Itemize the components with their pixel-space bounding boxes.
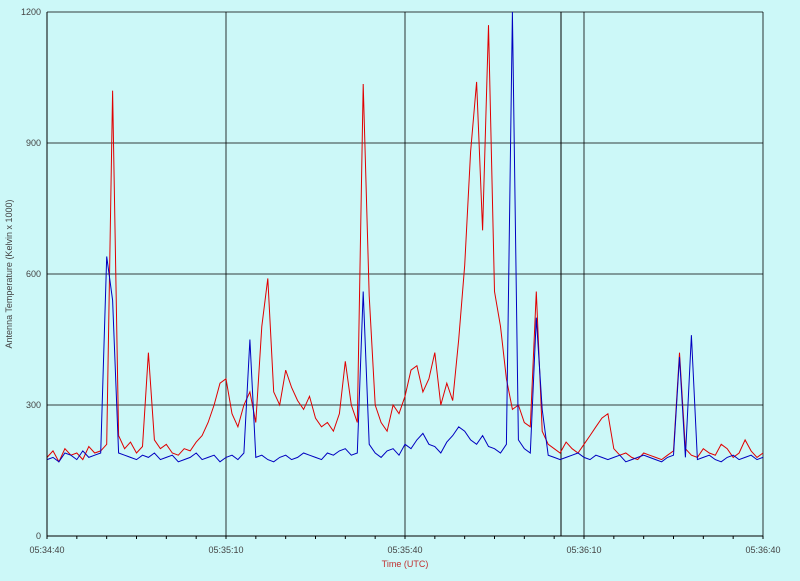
x-tick-label: 05:34:40 bbox=[29, 545, 64, 555]
x-tick-label: 05:35:40 bbox=[387, 545, 422, 555]
x-axis-label: Time (UTC) bbox=[382, 559, 429, 569]
y-tick-label: 600 bbox=[26, 269, 41, 279]
series-line bbox=[46, 25, 764, 463]
y-axis-label: Antenna Temperature (Kelvin x 1000) bbox=[4, 200, 14, 349]
x-tick-label: 05:35:10 bbox=[208, 545, 243, 555]
x-tick-label: 05:36:10 bbox=[566, 545, 601, 555]
y-tick-label: 1200 bbox=[21, 7, 41, 17]
y-tick-label: 0 bbox=[36, 531, 41, 541]
y-tick-label: 900 bbox=[26, 138, 41, 148]
x-tick-label: 05:36:40 bbox=[745, 545, 780, 555]
series-line bbox=[46, 11, 764, 463]
y-tick-label: 300 bbox=[26, 400, 41, 410]
